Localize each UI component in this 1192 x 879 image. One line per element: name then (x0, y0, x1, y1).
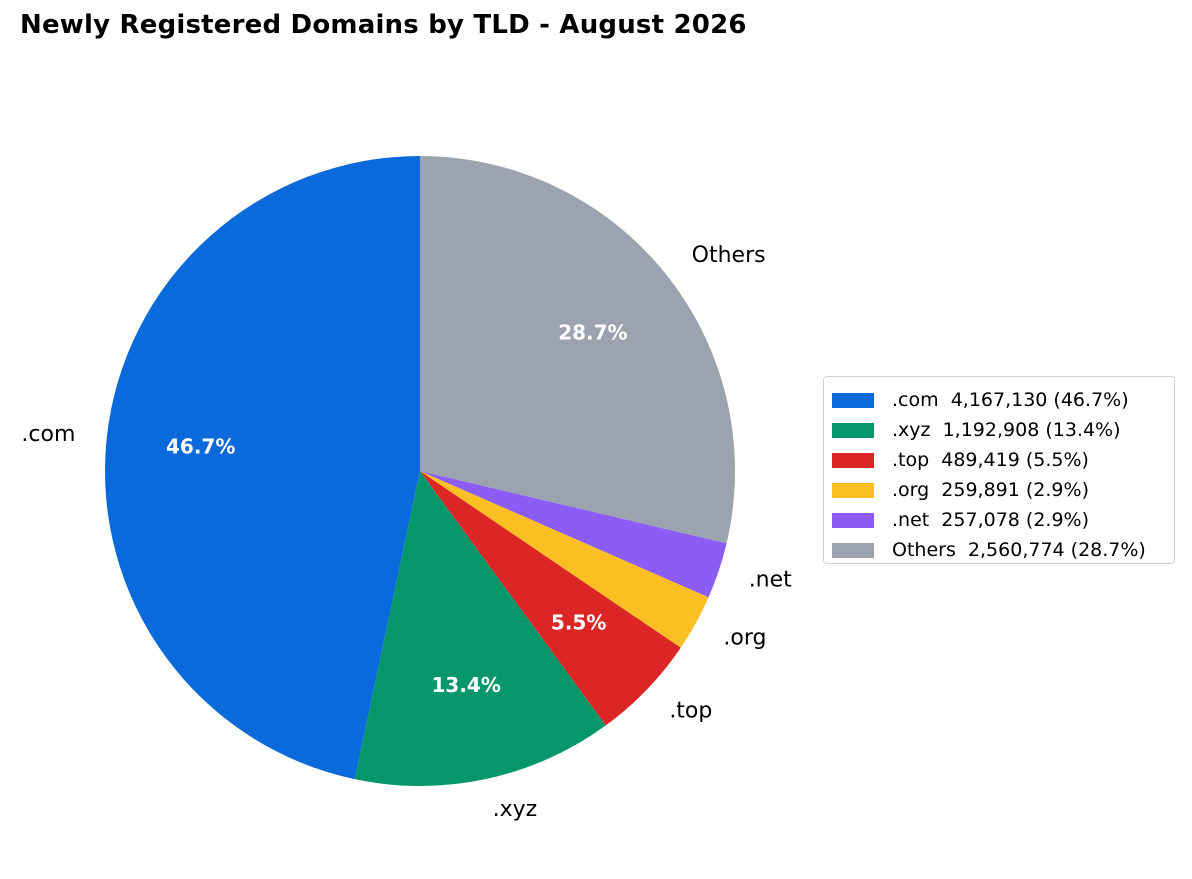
legend: .com 4,167,130 (46.7%) .xyz 1,192,908 (13… (823, 376, 1175, 564)
legend-swatch (832, 422, 874, 438)
legend-item-com: .com 4,167,130 (46.7%) (832, 385, 1174, 415)
legend-swatch (832, 482, 874, 498)
slice-label-com: .com (21, 422, 75, 447)
slice-label-xyz: .xyz (493, 797, 538, 822)
slice-label-org: .org (723, 625, 766, 650)
legend-item-org: .org 259,891 (2.9%) (832, 475, 1174, 505)
slice-label-others: Others (692, 243, 766, 268)
legend-swatch (832, 392, 874, 408)
legend-item-xyz: .xyz 1,192,908 (13.4%) (832, 415, 1174, 445)
legend-item-others: Others 2,560,774 (28.7%) (832, 535, 1174, 565)
chart-title: Newly Registered Domains by TLD - August… (20, 10, 747, 40)
slice-pct-others: 28.7% (558, 321, 627, 345)
legend-label: .xyz 1,192,908 (13.4%) (892, 419, 1121, 441)
pie-slice-xyz (354, 471, 606, 786)
legend-item-top: .top 489,419 (5.5%) (832, 445, 1174, 475)
slice-label-net: .net (749, 568, 792, 593)
pie-chart: .com 46.7% .xyz 13.4% .top 5.5% .org .net Others… (21, 156, 792, 822)
pie-slice-com (105, 156, 421, 780)
slice-label-top: .top (669, 699, 712, 724)
pie-slice-others (420, 156, 735, 544)
legend-swatch (832, 512, 874, 528)
legend-label: .com 4,167,130 (46.7%) (892, 389, 1129, 411)
legend-label: .org 259,891 (2.9%) (892, 479, 1089, 501)
legend-item-net: .net 257,078 (2.9%) (832, 505, 1174, 535)
slice-pct-xyz: 13.4% (432, 673, 501, 697)
legend-swatch (832, 542, 874, 558)
pie-slice-top (420, 471, 681, 726)
legend-label: Others 2,560,774 (28.7%) (892, 539, 1146, 561)
legend-label: .top 489,419 (5.5%) (892, 449, 1089, 471)
legend-label: .net 257,078 (2.9%) (892, 509, 1090, 531)
slice-pct-com: 46.7% (166, 435, 235, 459)
pie-slice-net (420, 471, 727, 598)
slice-pct-top: 5.5% (551, 611, 606, 635)
pie-slice-org (420, 471, 709, 648)
legend-swatch (832, 452, 874, 468)
